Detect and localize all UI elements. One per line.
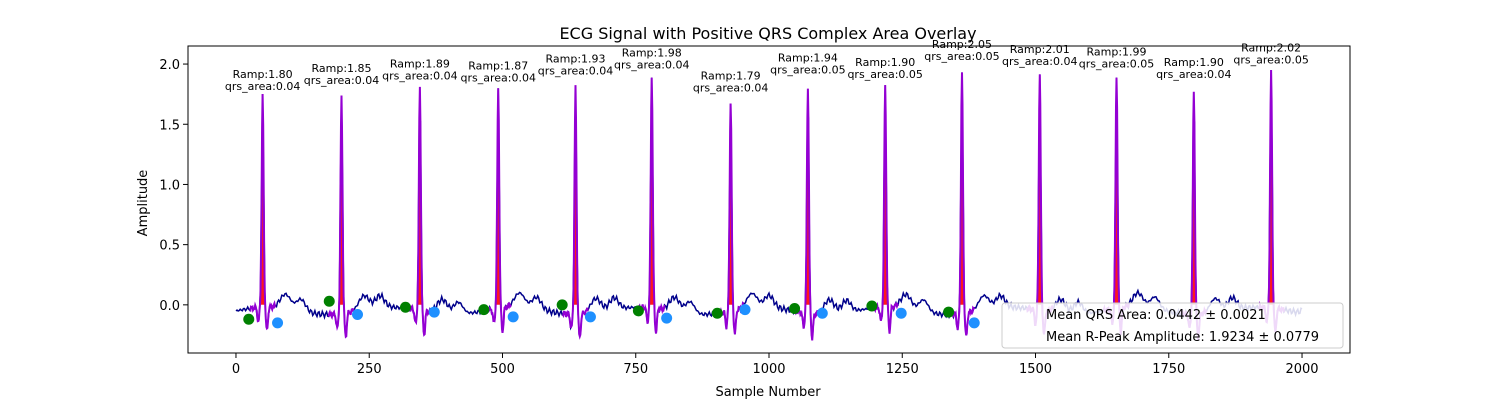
r-amp-label: Ramp:1.89 [390, 57, 450, 70]
qrs-offset-marker [584, 311, 596, 323]
ecg-signal-line [235, 69, 1303, 337]
x-tick-label: 1500 [1019, 362, 1052, 377]
y-tick-label: 0.5 [159, 239, 180, 254]
r-amp-label: Ramp:1.85 [311, 62, 371, 75]
beat-annotations: Ramp:1.80qrs_area:0.04Ramp:1.85qrs_area:… [225, 38, 1309, 94]
qrs-onset-marker [243, 313, 255, 325]
x-axis: 0 250 500 750 1000 1250 1500 1750 2000 [232, 353, 1319, 377]
qrs-offset-marker [895, 307, 907, 319]
y-axis-label: Amplitude [136, 170, 151, 237]
r-amp-label: Ramp:1.94 [778, 51, 838, 64]
r-amp-label: Ramp:2.02 [1241, 42, 1301, 55]
legend-entry-r-peak-amplitude: Mean R-Peak Amplitude: 1.9234 ± 0.0779 [1046, 330, 1319, 345]
qrs-complex-line [249, 93, 277, 331]
qrs-onset-marker [711, 307, 723, 319]
qrs-offset-marker [661, 312, 673, 324]
x-tick-label: 750 [623, 362, 648, 377]
r-amp-label: Ramp:1.93 [545, 52, 605, 65]
r-amp-label: Ramp:2.05 [932, 38, 992, 51]
qrs-area-label: qrs_area:0.05 [1079, 57, 1154, 70]
qrs-onset-marker [556, 299, 568, 311]
qrs-offset-marker [968, 317, 980, 329]
qrs-complex-line [327, 95, 356, 339]
r-amp-label: Ramp:1.90 [855, 56, 915, 69]
x-tick-label: 500 [490, 362, 515, 377]
r-amp-label: Ramp:1.98 [622, 46, 682, 59]
r-amp-label: Ramp:1.79 [701, 69, 761, 82]
qrs-area-label: qrs_area:0.05 [1233, 54, 1308, 67]
qrs-area-label: qrs_area:0.04 [304, 74, 379, 87]
r-amp-label: Ramp:2.01 [1010, 43, 1070, 56]
qrs-onset-marker [943, 306, 955, 318]
qrs-offset-marker [428, 306, 440, 318]
qrs-complex-line [794, 88, 822, 341]
qrs-area-label: qrs_area:0.04 [1002, 55, 1077, 68]
plot-clip-layer [235, 69, 1303, 341]
chart-title: ECG Signal with Positive QRS Complex Are… [559, 24, 976, 43]
y-tick-label: 0.0 [159, 299, 180, 314]
legend-entry-qrs-area: Mean QRS Area: 0.0442 ± 0.0021 [1046, 308, 1266, 323]
qrs-area-label: qrs_area:0.05 [770, 63, 845, 76]
x-tick-label: 0 [232, 362, 240, 377]
qrs-offset-marker [272, 317, 284, 329]
qrs-onset-marker [789, 302, 801, 314]
legend: Mean QRS Area: 0.0442 ± 0.0021 Mean R-Pe… [1001, 302, 1344, 349]
y-tick-label: 1.5 [159, 118, 180, 133]
qrs-offset-marker [507, 311, 519, 323]
x-tick-label: 2000 [1285, 362, 1318, 377]
y-axis: 0.0 0.5 1.0 1.5 2.0 [159, 58, 188, 314]
qrs-complex-line [948, 72, 976, 336]
r-amp-label: Ramp:1.87 [468, 60, 528, 73]
qrs-area-label: qrs_area:0.05 [924, 50, 999, 63]
qrs-area-label: qrs_area:0.05 [847, 68, 922, 81]
qrs-complex-line [638, 77, 666, 334]
qrs-onset-marker [399, 301, 411, 313]
qrs-area-label: qrs_area:0.04 [460, 72, 535, 85]
r-amp-label: Ramp:1.90 [1164, 56, 1224, 69]
qrs-area-label: qrs_area:0.04 [614, 58, 689, 71]
qrs-complex-line [484, 88, 512, 334]
qrs-area-label: qrs_area:0.04 [225, 80, 300, 93]
qrs-onset-marker [632, 305, 644, 317]
qrs-onset-marker [323, 295, 335, 307]
r-amp-label: Ramp:1.80 [233, 68, 293, 81]
y-tick-label: 1.0 [159, 178, 180, 193]
x-tick-label: 1750 [1152, 362, 1185, 377]
qrs-offset-marker [352, 308, 364, 320]
qrs-complex-line [561, 85, 589, 340]
y-tick-label: 2.0 [159, 58, 180, 73]
qrs-area-label: qrs_area:0.04 [1156, 68, 1231, 81]
qrs-area-label: qrs_area:0.04 [538, 64, 613, 77]
r-amp-label: Ramp:1.99 [1087, 45, 1147, 58]
x-tick-label: 250 [357, 362, 382, 377]
qrs-area-label: qrs_area:0.04 [693, 81, 768, 94]
qrs-complex-line [406, 86, 434, 337]
legend-box [1001, 302, 1344, 349]
x-tick-label: 1000 [752, 362, 785, 377]
qrs-offset-marker [816, 307, 828, 319]
plot-area [235, 69, 1303, 341]
qrs-onset-marker [478, 304, 490, 316]
qrs-onset-marker [866, 300, 878, 312]
qrs-offset-marker [739, 304, 751, 316]
x-axis-label: Sample Number [715, 385, 821, 400]
qrs-area-label: qrs_area:0.04 [382, 69, 457, 82]
x-tick-label: 1250 [886, 362, 919, 377]
